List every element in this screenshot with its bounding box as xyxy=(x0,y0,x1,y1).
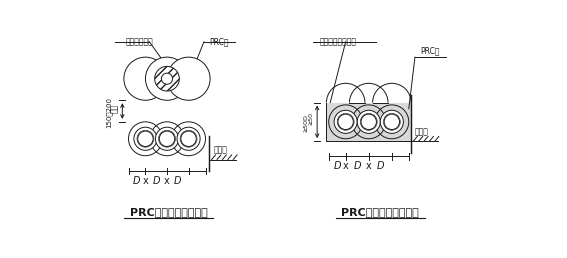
Text: 三轴水泥土搅拌桩: 三轴水泥土搅拌桩 xyxy=(319,37,357,46)
Circle shape xyxy=(124,57,167,100)
Bar xyxy=(327,103,411,141)
Circle shape xyxy=(380,110,403,133)
Text: x: x xyxy=(366,162,371,172)
Text: D: D xyxy=(333,162,341,172)
Circle shape xyxy=(384,114,400,130)
Text: x: x xyxy=(343,162,349,172)
Circle shape xyxy=(138,131,153,147)
Text: D: D xyxy=(153,176,160,186)
Text: PRC桩: PRC桩 xyxy=(421,46,440,55)
Text: x: x xyxy=(164,176,170,186)
Circle shape xyxy=(162,73,172,84)
Text: x: x xyxy=(142,176,149,186)
Text: 净距: 净距 xyxy=(110,103,119,112)
Circle shape xyxy=(338,114,353,130)
Text: 基坑内: 基坑内 xyxy=(213,146,227,155)
Circle shape xyxy=(357,110,380,133)
Circle shape xyxy=(167,57,210,100)
Circle shape xyxy=(177,127,200,150)
Circle shape xyxy=(155,127,179,150)
Text: ≥50: ≥50 xyxy=(308,112,314,125)
Circle shape xyxy=(181,131,196,147)
Text: D: D xyxy=(376,162,384,172)
Text: ≥50D: ≥50D xyxy=(303,114,308,132)
Circle shape xyxy=(155,66,179,91)
Text: D: D xyxy=(133,176,141,186)
Circle shape xyxy=(146,57,189,100)
Circle shape xyxy=(159,131,175,147)
Text: PRC桩: PRC桩 xyxy=(210,37,229,46)
Text: D: D xyxy=(174,176,181,186)
Text: D: D xyxy=(353,162,361,172)
Text: 150～200: 150～200 xyxy=(105,97,112,128)
Text: PRC桩平面节点（二）: PRC桩平面节点（二） xyxy=(341,207,419,217)
Text: PRC桩平面节点（一）: PRC桩平面节点（一） xyxy=(130,207,208,217)
Circle shape xyxy=(134,127,157,150)
Circle shape xyxy=(334,110,357,133)
Circle shape xyxy=(361,114,376,130)
Text: 基坑内: 基坑内 xyxy=(415,127,429,136)
Text: 水泥土搅拌桩: 水泥土搅拌桩 xyxy=(126,37,154,46)
